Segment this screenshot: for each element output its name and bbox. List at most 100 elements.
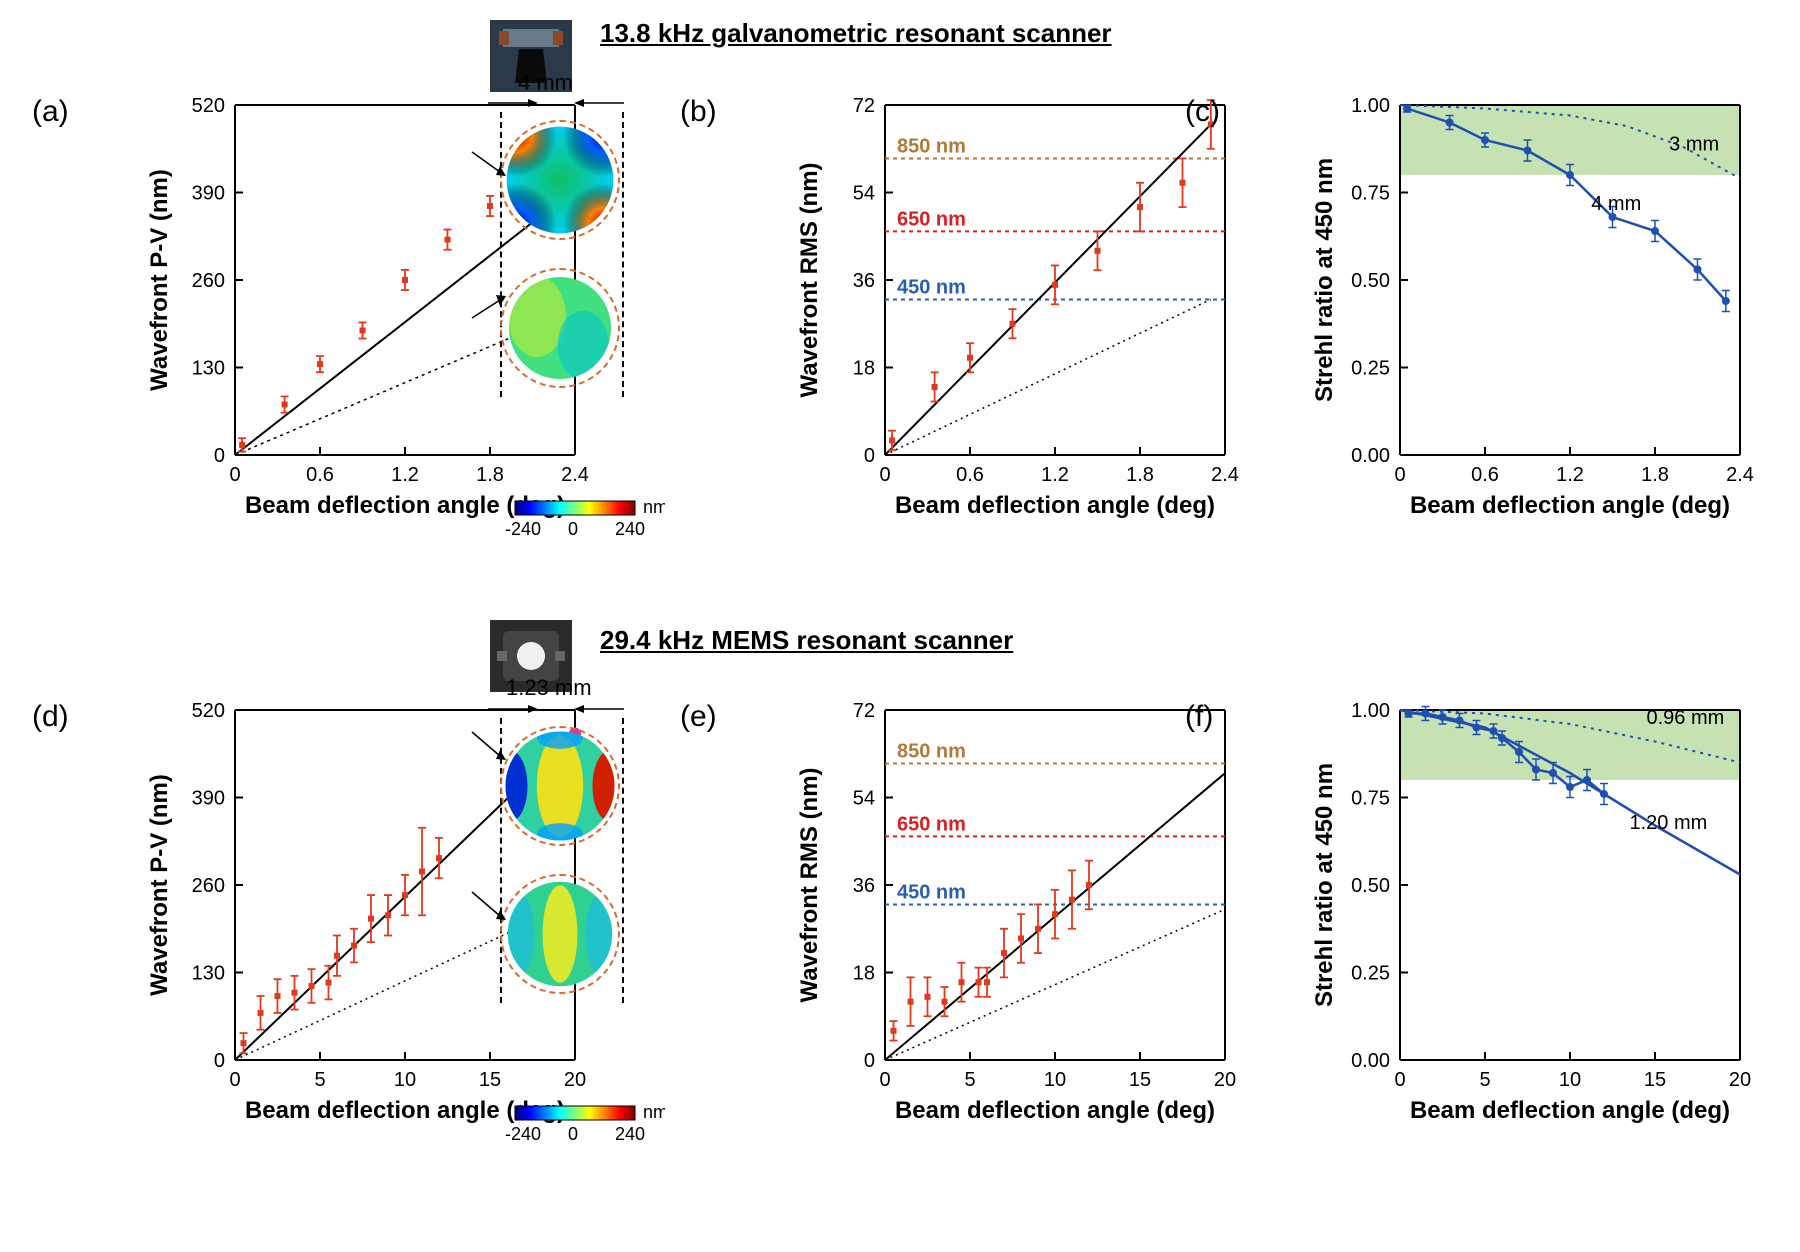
svg-text:0: 0 (864, 1050, 875, 1072)
svg-text:54: 54 (853, 788, 875, 810)
wavefront-map-a-top (500, 120, 620, 240)
section2-title: 29.4 kHz MEMS resonant scanner (600, 625, 1013, 656)
svg-text:2.4: 2.4 (1211, 464, 1239, 486)
svg-text:Beam deflection angle (deg): Beam deflection angle (deg) (895, 1097, 1215, 1124)
svg-text:10: 10 (1044, 1069, 1066, 1091)
svg-text:0: 0 (1394, 1069, 1405, 1091)
svg-text:0: 0 (879, 464, 890, 486)
svg-text:18: 18 (853, 358, 875, 380)
svg-text:0: 0 (229, 1069, 240, 1091)
svg-text:Wavefront P-V (nm): Wavefront P-V (nm) (146, 169, 173, 391)
svg-text:850 nm: 850 nm (897, 740, 966, 762)
svg-text:390: 390 (192, 788, 225, 810)
svg-text:0.96 mm: 0.96 mm (1647, 707, 1725, 729)
svg-text:0: 0 (1394, 464, 1405, 486)
svg-text:54: 54 (853, 183, 875, 205)
svg-text:nm: nm (643, 1102, 665, 1122)
wavefront-map-d-bottom (500, 874, 620, 994)
svg-text:0.25: 0.25 (1351, 358, 1390, 380)
svg-text:20: 20 (1214, 1069, 1236, 1091)
panel-label-f: (f) (1185, 700, 1213, 734)
svg-text:260: 260 (192, 875, 225, 897)
svg-text:36: 36 (853, 270, 875, 292)
svg-text:450 nm: 450 nm (897, 881, 966, 903)
svg-text:0.00: 0.00 (1351, 445, 1390, 467)
wavefront-map-d-top (500, 726, 620, 846)
svg-text:10: 10 (1559, 1069, 1581, 1091)
svg-text:1.00: 1.00 (1351, 700, 1390, 722)
panel-c-chart: 00.61.21.82.40.000.250.500.751.00Beam de… (1310, 95, 1770, 535)
svg-text:650 nm: 650 nm (897, 208, 966, 230)
aperture-label-d: 1.23 mm (506, 675, 592, 701)
svg-text:240: 240 (615, 1124, 645, 1144)
svg-text:20: 20 (1729, 1069, 1751, 1091)
section1-title: 13.8 kHz galvanometric resonant scanner (600, 18, 1112, 49)
svg-text:18: 18 (853, 963, 875, 985)
svg-text:3 mm: 3 mm (1669, 134, 1719, 156)
svg-text:650 nm: 650 nm (897, 813, 966, 835)
svg-text:15: 15 (479, 1069, 501, 1091)
panel-f-chart: 051015200.000.250.500.751.00Beam deflect… (1310, 700, 1770, 1140)
svg-text:1.20 mm: 1.20 mm (1630, 812, 1708, 834)
panel-label-e: (e) (680, 700, 717, 734)
colorbar-a: nm -240 0 240 (505, 495, 665, 550)
svg-text:15: 15 (1129, 1069, 1151, 1091)
svg-text:Beam deflection angle (deg): Beam deflection angle (deg) (1410, 492, 1730, 519)
svg-text:0: 0 (568, 1124, 578, 1144)
svg-text:-240: -240 (505, 1124, 541, 1144)
svg-text:1.2: 1.2 (1556, 464, 1584, 486)
svg-text:0: 0 (864, 445, 875, 467)
svg-text:0: 0 (214, 445, 225, 467)
pointer-d-top (470, 730, 510, 765)
panel-label-b: (b) (680, 95, 717, 129)
svg-text:2.4: 2.4 (1726, 464, 1754, 486)
svg-text:-240: -240 (505, 519, 541, 539)
panel-b-chart: 00.61.21.82.4018365472Beam deflection an… (795, 95, 1255, 535)
svg-text:0.75: 0.75 (1351, 788, 1390, 810)
svg-text:5: 5 (964, 1069, 975, 1091)
svg-text:Beam deflection angle (deg): Beam deflection angle (deg) (895, 492, 1215, 519)
svg-text:5: 5 (314, 1069, 325, 1091)
svg-text:Strehl ratio at 450 nm: Strehl ratio at 450 nm (1311, 158, 1338, 402)
svg-text:260: 260 (192, 270, 225, 292)
svg-text:5: 5 (1479, 1069, 1490, 1091)
dim-arrows-d (486, 700, 626, 718)
pointer-a-bottom (470, 290, 510, 320)
svg-text:1.2: 1.2 (391, 464, 419, 486)
svg-text:0: 0 (568, 519, 578, 539)
svg-text:0.00: 0.00 (1351, 1050, 1390, 1072)
svg-text:130: 130 (192, 358, 225, 380)
aperture-label-a: 4 mm (518, 70, 573, 96)
pointer-a-top (470, 150, 510, 180)
dim-arrows-a (486, 94, 626, 112)
svg-text:0: 0 (214, 1050, 225, 1072)
svg-text:0.25: 0.25 (1351, 963, 1390, 985)
svg-text:0.6: 0.6 (956, 464, 984, 486)
svg-text:1.00: 1.00 (1351, 95, 1390, 117)
svg-text:0.6: 0.6 (1471, 464, 1499, 486)
svg-text:240: 240 (615, 519, 645, 539)
svg-text:nm: nm (643, 497, 665, 517)
svg-text:10: 10 (394, 1069, 416, 1091)
svg-text:1.8: 1.8 (476, 464, 504, 486)
svg-text:15: 15 (1644, 1069, 1666, 1091)
svg-text:20: 20 (564, 1069, 586, 1091)
panel-label-c: (c) (1185, 95, 1220, 129)
panel-label-d: (d) (32, 700, 69, 734)
svg-text:4 mm: 4 mm (1591, 193, 1641, 215)
svg-text:72: 72 (853, 700, 875, 722)
svg-text:Beam deflection angle (deg): Beam deflection angle (deg) (1410, 1097, 1730, 1124)
panel-label-a: (a) (32, 95, 69, 129)
svg-text:1.2: 1.2 (1041, 464, 1069, 486)
colorbar-d: nm -240 0 240 (505, 1100, 665, 1155)
wavefront-map-a-bottom (500, 268, 620, 388)
svg-text:0.75: 0.75 (1351, 183, 1390, 205)
svg-text:0.6: 0.6 (306, 464, 334, 486)
svg-text:72: 72 (853, 95, 875, 117)
svg-text:390: 390 (192, 183, 225, 205)
svg-text:520: 520 (192, 95, 225, 117)
svg-text:450 nm: 450 nm (897, 276, 966, 298)
svg-text:1.8: 1.8 (1641, 464, 1669, 486)
svg-text:130: 130 (192, 963, 225, 985)
pointer-d-bottom (470, 890, 510, 925)
